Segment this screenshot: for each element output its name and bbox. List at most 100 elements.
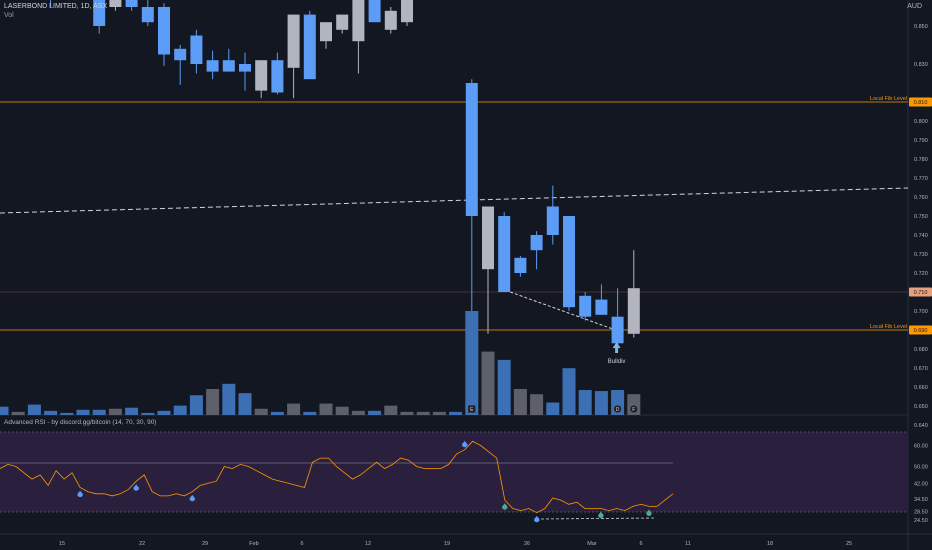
time-tick-label: 6 [639, 541, 642, 547]
bulldiv-arrow-icon [612, 342, 621, 353]
volume-bar [449, 411, 463, 415]
volume-bar [303, 411, 317, 415]
volume-bar [497, 359, 511, 415]
candle-body [482, 206, 494, 270]
divergence-line-rsi [540, 517, 656, 520]
price-tick-label: 0.850 [914, 24, 928, 30]
candle-body [303, 14, 316, 80]
rsi-tick-label: 28.50 [914, 510, 928, 516]
candle-body [320, 22, 332, 42]
price-tick-label: 0.770 [914, 176, 928, 182]
price-tick-label: 0.750 [914, 214, 928, 220]
last-price-badge-value: 0.710 [914, 290, 928, 296]
price-tick-label: 0.660 [914, 385, 928, 391]
volume-bar [465, 311, 479, 415]
rsi-band [0, 432, 908, 512]
rsi-line [0, 440, 674, 514]
candle-body [174, 48, 187, 61]
volume-label: Vol [4, 12, 14, 19]
candle-body [465, 83, 478, 216]
volume-bar [513, 389, 527, 415]
event-marker-f-letter: F [632, 407, 635, 413]
volume-bar [92, 409, 106, 415]
rsi-tick-label: 60.00 [914, 444, 928, 450]
event-marker-d [613, 404, 622, 414]
last-price-badge [909, 287, 932, 297]
divergence-line-price [510, 291, 616, 331]
volume-bar [44, 410, 58, 415]
volume-bar [270, 411, 284, 415]
candle-body [546, 206, 559, 235]
volume-bar [11, 411, 25, 415]
candle-body [255, 60, 268, 91]
candle-body [239, 64, 251, 72]
volume-bar [173, 405, 187, 415]
volume-bar [578, 390, 592, 415]
candle-body [287, 14, 300, 68]
header-separator: , [76, 3, 81, 10]
volume-bar [335, 406, 349, 415]
candle-body [206, 60, 219, 72]
fib-upper-badge-value: 0.810 [914, 100, 928, 106]
time-tick-label: 6 [300, 541, 303, 547]
volume-bar [530, 394, 544, 415]
candle-body [401, 0, 413, 23]
bulldiv-label: Bulldiv [608, 359, 626, 365]
candle-body [222, 60, 235, 72]
volume-bar [546, 402, 560, 415]
interval-label: 1D [80, 3, 90, 10]
time-tick-label: 22 [139, 541, 145, 547]
trend-line-upper [0, 187, 909, 214]
exchange-label: ASX [93, 3, 108, 10]
price-tick-label: 0.640 [914, 423, 928, 429]
candle-body [190, 35, 203, 64]
volume-bar [481, 351, 495, 415]
symbol-name: LASERBOND LIMITED [4, 3, 77, 10]
rsi-signal-dot [534, 517, 540, 523]
candle-body [93, 0, 106, 26]
rsi-tick-label: 50.00 [914, 465, 928, 471]
time-tick-label: 12 [365, 541, 371, 547]
volume-bar [400, 411, 414, 415]
candle-body [271, 60, 284, 93]
symbol-header[interactable]: LASERBOND LIMITED, 1D, ASX [4, 3, 107, 10]
rsi-indicator-title[interactable]: Advanced RSI - by discord.gg/bitcoin (14… [4, 419, 157, 426]
volume-bar [157, 410, 171, 415]
event-marker-e-letter: E [470, 407, 474, 413]
candle-body [368, 0, 381, 23]
time-tick-label: 18 [767, 541, 773, 547]
time-tick-label: Mar [587, 541, 597, 547]
price-tick-label: 0.730 [914, 252, 928, 258]
price-tick-label: 0.800 [914, 119, 928, 125]
candle-body [514, 257, 527, 273]
rsi-signal-dot [133, 485, 139, 491]
currency-label: AUD [907, 3, 922, 10]
volume-bar [416, 411, 430, 415]
volume-bar [0, 406, 9, 415]
time-tick-label: 29 [202, 541, 208, 547]
candle-body [595, 299, 608, 315]
price-tick-label: 0.780 [914, 157, 928, 163]
rsi-tick-label: 24.50 [914, 518, 928, 524]
time-tick-label: 15 [59, 541, 65, 547]
candle-body [384, 10, 397, 30]
rsi-signal-dot [598, 512, 604, 519]
price-tick-label: 0.720 [914, 271, 928, 277]
fib-lower-badge [909, 325, 932, 335]
volume-bar [562, 368, 576, 415]
candle-body [498, 216, 511, 292]
volume-bar [368, 410, 382, 415]
candle-body [352, 0, 365, 42]
candle-body [158, 7, 170, 55]
candle-body [336, 14, 349, 30]
volume-bar [76, 409, 90, 415]
volume-bar [254, 408, 268, 415]
volume-bar [206, 389, 220, 415]
volume-bar [27, 404, 41, 415]
price-tick-label: 0.830 [914, 62, 928, 68]
time-tick-label: 26 [524, 541, 530, 547]
volume-bar [125, 407, 139, 415]
fib-lower-label: Local Fib Level [870, 324, 907, 330]
event-marker-e [467, 404, 477, 414]
